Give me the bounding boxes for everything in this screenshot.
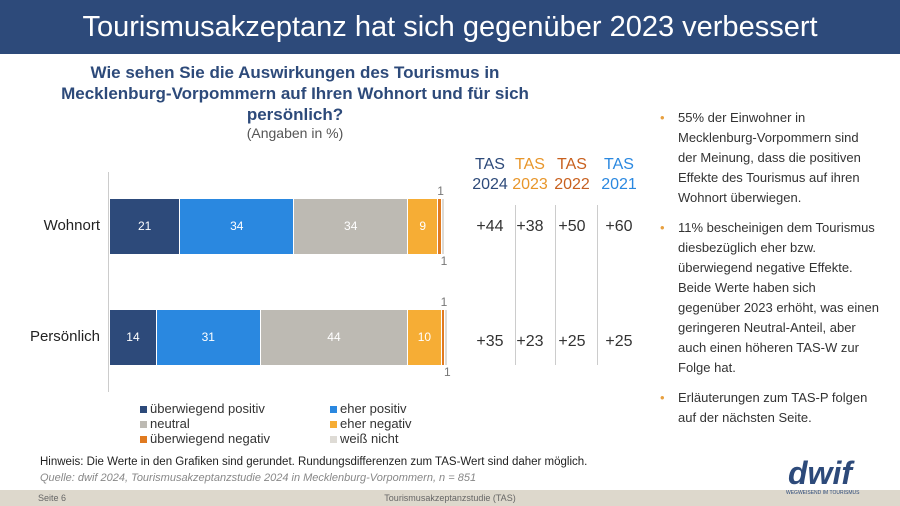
tas-value: +35 — [476, 333, 504, 350]
slide-title: Tourismusakzeptanz hat sich gegenüber 20… — [0, 0, 900, 54]
bar-segment: 31 — [156, 310, 261, 365]
footer: Seite 6 Tourismusakzeptanzstudie (TAS) — [0, 490, 900, 506]
tas-header: TAS 2021 — [601, 156, 637, 193]
tas-header: TAS 2023 — [512, 156, 548, 193]
legend-swatch — [330, 406, 337, 413]
legend-label: überwiegend negativ — [150, 431, 270, 446]
tas-value: +25 — [558, 333, 586, 350]
legend-swatch — [330, 421, 337, 428]
tas-value: +60 — [605, 218, 633, 235]
column-divider — [555, 205, 556, 365]
bar-segment: 9 — [408, 199, 439, 254]
legend-item: überwiegend positiv — [140, 401, 330, 416]
bar-segment — [438, 199, 442, 254]
tas-value: +38 — [516, 218, 544, 235]
legend-swatch — [140, 421, 147, 428]
column-divider — [597, 205, 598, 365]
legend-item: überwiegend negativ — [140, 431, 330, 446]
category-axis — [108, 172, 109, 392]
tas-value: +44 — [476, 218, 504, 235]
column-divider — [515, 205, 516, 365]
tas-header: TAS 2022 — [554, 156, 590, 193]
bar-segment: 10 — [408, 310, 442, 365]
legend-swatch — [140, 436, 147, 443]
bar-segment — [445, 310, 449, 365]
tas-value: +23 — [516, 333, 544, 350]
bar-value-label: 1 — [440, 295, 448, 309]
source: Quelle: dwif 2024, Tourismusakzeptanzstu… — [40, 472, 477, 484]
bar-value-label: 1 — [437, 184, 444, 198]
bullet: Erläuterungen zum TAS-P folgen auf der n… — [660, 388, 880, 428]
tas-value: +50 — [558, 218, 586, 235]
bar-segment — [441, 310, 445, 365]
legend-label: eher negativ — [340, 416, 412, 431]
legend-label: eher positiv — [340, 401, 407, 416]
logo-tagline: WEGWEISEND IM TOURISMUS — [786, 490, 860, 496]
bullet: 55% der Einwohner in Mecklenburg-Vorpomm… — [660, 108, 880, 208]
legend-label: neutral — [150, 416, 190, 431]
tas-header: TAS 2024 — [472, 156, 508, 193]
dwif-logo: dwif — [788, 455, 852, 491]
legend: überwiegend positiv eher positiv neutral eh… — [140, 401, 480, 446]
legend-item: neutral — [140, 416, 330, 431]
note: Hinweis: Die Werte in den Grafiken sind … — [40, 456, 588, 468]
category-label: Wohnort — [43, 217, 100, 234]
legend-swatch — [330, 436, 337, 443]
legend-label: weiß nicht — [340, 431, 399, 446]
bar-segment: 14 — [110, 310, 157, 365]
category-label: Persönlich — [29, 328, 100, 345]
bar-segment: 34 — [180, 199, 295, 254]
unit-note: (Angaben in %) — [246, 125, 344, 141]
bar-segment: 21 — [110, 199, 181, 254]
bar-value-label: 1 — [440, 254, 448, 268]
legend-item: weiß nicht — [330, 431, 480, 446]
chart-question: Wie sehen Sie die Auswirkungen des Touri… — [61, 63, 529, 124]
bar-segment — [441, 199, 445, 254]
page-number: Seite 6 — [38, 493, 67, 503]
legend-item: eher positiv — [330, 401, 480, 416]
bar-segment: 34 — [294, 199, 409, 254]
legend-label: überwiegend positiv — [150, 401, 265, 416]
bar-value-label: 1 — [444, 365, 451, 379]
bar-segment: 44 — [260, 310, 409, 365]
bullet: 11% bescheinigen dem Tourismus diesbezüg… — [660, 218, 880, 378]
legend-item: eher negativ — [330, 416, 480, 431]
legend-swatch — [140, 406, 147, 413]
footer-title: Tourismusakzeptanzstudie (TAS) — [384, 493, 516, 503]
tas-value: +25 — [605, 333, 633, 350]
bullet-list: 55% der Einwohner in Mecklenburg-Vorpomm… — [660, 108, 880, 438]
